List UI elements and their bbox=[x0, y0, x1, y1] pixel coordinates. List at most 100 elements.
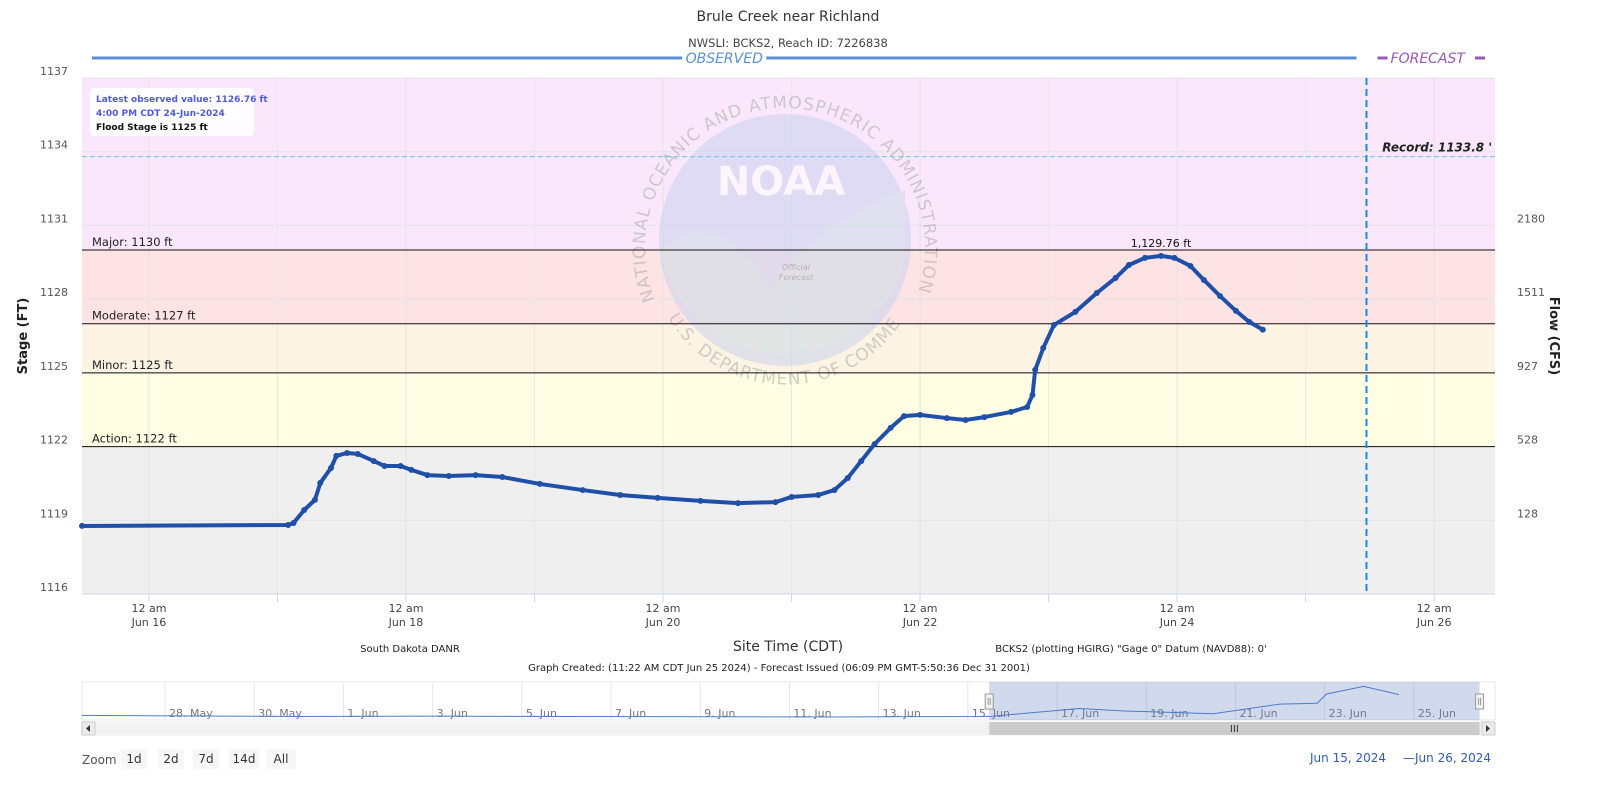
data-point bbox=[397, 462, 404, 469]
record-label: Record: 1133.8 ' bbox=[1382, 141, 1492, 155]
x-tick-label: Jun 18 bbox=[388, 616, 424, 629]
y-tick-label: 1116 bbox=[40, 581, 68, 594]
navigator-handle[interactable] bbox=[984, 693, 994, 710]
y-tick-label: 1128 bbox=[40, 286, 68, 299]
zoom-button-label[interactable]: 2d bbox=[163, 752, 178, 766]
data-point bbox=[285, 521, 292, 528]
data-point bbox=[344, 449, 351, 456]
threshold-label: Moderate: 1127 ft bbox=[92, 309, 196, 323]
data-point bbox=[317, 479, 324, 486]
data-point bbox=[844, 475, 851, 482]
data-point bbox=[1246, 318, 1253, 325]
scrollbar-right-arrow bbox=[1486, 725, 1490, 732]
threshold-label: Minor: 1125 ft bbox=[92, 358, 173, 372]
navigator-tick-label: 23. Jun bbox=[1329, 707, 1367, 720]
zoom-label: Zoom bbox=[82, 753, 117, 767]
watermark-stamp: Official bbox=[782, 263, 811, 272]
y2-tick-label: 2180 bbox=[1517, 212, 1545, 225]
y2-tick-label: 1511 bbox=[1517, 286, 1545, 299]
x-tick-label: Jun 22 bbox=[902, 616, 938, 629]
zoom-button[interactable] bbox=[266, 749, 296, 769]
navigator-tick-label: 3. Jun bbox=[437, 707, 468, 720]
data-point bbox=[472, 472, 479, 479]
navigator-tick-label: 25. Jun bbox=[1418, 707, 1456, 720]
y-axis-title: Stage (FT) bbox=[16, 298, 31, 375]
data-point bbox=[579, 487, 586, 494]
x-tick-label: 12 am bbox=[1417, 602, 1452, 615]
navigator-tick-label: 11. Jun bbox=[793, 707, 831, 720]
plot-area: 1116 1119 1122 1125 1128 1131 1134 1137 128 528 92… bbox=[0, 0, 1545, 629]
range-from[interactable]: Jun 15, 2024 bbox=[1309, 751, 1386, 765]
observed-label-bg bbox=[682, 50, 767, 66]
y-tick-label: 1134 bbox=[40, 139, 68, 152]
y2-tick-label: 927 bbox=[1517, 360, 1538, 373]
y2-tick-label: 128 bbox=[1517, 507, 1538, 520]
x-tick-label: Jun 16 bbox=[131, 616, 167, 629]
data-point bbox=[333, 452, 340, 459]
data-point bbox=[1050, 321, 1057, 328]
navigator-tick-label: 1. Jun bbox=[347, 707, 378, 720]
zoom-button-label[interactable]: 1d bbox=[126, 752, 141, 766]
data-point bbox=[1187, 262, 1194, 269]
chart-title: Brule Creek near Richland bbox=[697, 9, 880, 25]
y-tick-label: 1119 bbox=[40, 507, 68, 520]
x-tick-label: 12 am bbox=[903, 602, 938, 615]
zoom-button-label[interactable]: 14d bbox=[233, 752, 256, 766]
data-point bbox=[917, 411, 924, 418]
y2-tick-label: 528 bbox=[1517, 434, 1538, 447]
zoom-button-label[interactable]: All bbox=[274, 752, 289, 766]
y2-axis-title: Flow (CFS) bbox=[1546, 297, 1561, 375]
navigator-selection[interactable] bbox=[989, 682, 1480, 720]
data-point bbox=[1125, 261, 1132, 268]
watermark-stamp: Forecast bbox=[779, 273, 814, 282]
data-point bbox=[290, 519, 297, 526]
navigator-tick-label: 21. Jun bbox=[1239, 707, 1277, 720]
navigator-tick-label: 17. Jun bbox=[1061, 707, 1099, 720]
data-point bbox=[381, 462, 388, 469]
data-point bbox=[654, 494, 661, 501]
zoom-button[interactable] bbox=[158, 749, 184, 769]
data-point bbox=[1032, 366, 1039, 373]
data-point bbox=[1072, 308, 1079, 315]
navigator: 28. May 30. May 1. Jun 3. Jun 5. Jun 7. Jun 9.… bbox=[81, 681, 1496, 736]
data-point bbox=[1024, 404, 1031, 411]
range-to[interactable]: Jun 26, 2024 bbox=[1414, 751, 1491, 765]
zoom-button[interactable] bbox=[229, 749, 259, 769]
info-line: Latest observed value: 1126.76 ft bbox=[96, 95, 268, 105]
data-point bbox=[1040, 345, 1047, 352]
data-point bbox=[354, 450, 361, 457]
data-point bbox=[1141, 254, 1148, 261]
x-tick-label: Jun 26 bbox=[1416, 616, 1452, 629]
zoom-button[interactable] bbox=[193, 749, 219, 769]
navigator-tick-label: 9. Jun bbox=[704, 707, 735, 720]
scrollbar-grip bbox=[1230, 725, 1238, 732]
zoom-button-label[interactable]: 7d bbox=[198, 752, 213, 766]
data-point bbox=[445, 473, 452, 480]
created-note: Graph Created: (11:22 AM CDT Jun 25 2024… bbox=[528, 663, 1030, 674]
datum-note: BCKS2 (plotting HGIRG) "Gage 0" Datum (N… bbox=[995, 644, 1266, 655]
x-tick-label: 12 am bbox=[131, 602, 166, 615]
zoom-button[interactable] bbox=[121, 749, 147, 769]
data-point bbox=[311, 496, 318, 503]
data-point bbox=[815, 491, 822, 498]
data-point bbox=[370, 458, 377, 465]
data-point bbox=[499, 474, 506, 481]
data-point bbox=[536, 480, 543, 487]
value-label: 1,129.76 ft bbox=[1131, 237, 1192, 250]
data-point bbox=[1200, 276, 1207, 283]
navigator-handle[interactable] bbox=[1475, 693, 1485, 710]
data-point bbox=[1158, 252, 1165, 259]
data-point bbox=[943, 415, 950, 422]
threshold-label: Action: 1122 ft bbox=[92, 432, 177, 446]
watermark-wave bbox=[660, 190, 905, 353]
data-point bbox=[408, 466, 415, 473]
x-tick-label: Jun 20 bbox=[645, 616, 681, 629]
data-point bbox=[887, 424, 894, 431]
data-point bbox=[772, 499, 779, 506]
x-tick-label: Jun 24 bbox=[1159, 616, 1195, 629]
threshold-label: Major: 1130 ft bbox=[92, 235, 173, 249]
chart-subtitle: NWSLI: BCKS2, Reach ID: 7226838 bbox=[688, 36, 888, 50]
data-point bbox=[788, 493, 795, 500]
navigator-tick-label: 19. Jun bbox=[1150, 707, 1188, 720]
x-tick-label: 12 am bbox=[646, 602, 681, 615]
